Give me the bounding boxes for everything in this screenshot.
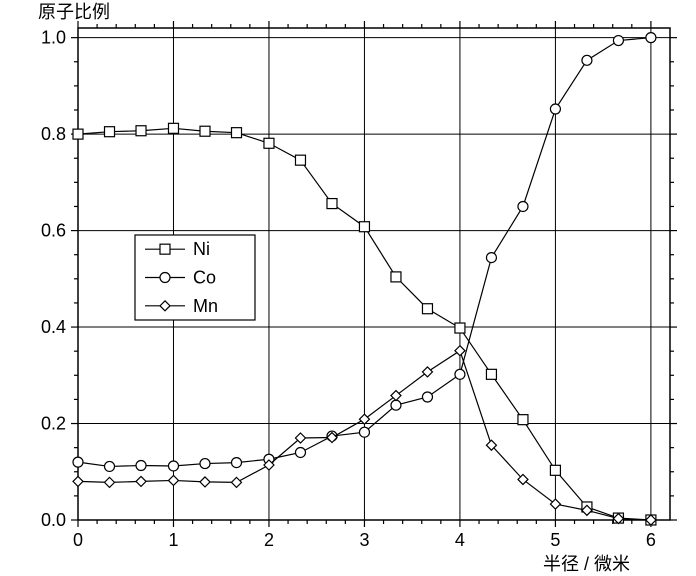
chart-svg: 0 1 2 3 4 5 6 0.0 0.2 0.4 0.6 0.8 1.0 原子比例半径 / 微米 Ni Co… xyxy=(0,0,696,576)
x-tick-label: 3 xyxy=(359,530,369,550)
legend-label-co: Co xyxy=(193,268,216,288)
x-axis-title: 半径 / 微米 xyxy=(543,554,630,574)
y-tick-label: 0.6 xyxy=(41,221,66,241)
x-tick-label: 4 xyxy=(455,530,465,550)
legend-label-ni: Ni xyxy=(193,239,210,259)
y-tick-label: 0.8 xyxy=(41,124,66,144)
y-tick-label: 0.0 xyxy=(41,510,66,530)
x-tick-label: 1 xyxy=(168,530,178,550)
y-tick-label: 0.4 xyxy=(41,317,66,337)
y-axis-title: 原子比例 xyxy=(38,2,110,22)
x-tick-label: 5 xyxy=(550,530,560,550)
y-tick-label: 0.2 xyxy=(41,414,66,434)
x-tick-label: 6 xyxy=(646,530,656,550)
legend: Ni Co Mn xyxy=(135,235,255,320)
legend-label-mn: Mn xyxy=(193,296,218,316)
x-tick-label: 2 xyxy=(264,530,274,550)
chart-container: 0 1 2 3 4 5 6 0.0 0.2 0.4 0.6 0.8 1.0 原子比例半径 / 微米 Ni Co… xyxy=(0,0,696,576)
x-tick-label: 0 xyxy=(73,530,83,550)
y-tick-label: 1.0 xyxy=(41,28,66,48)
